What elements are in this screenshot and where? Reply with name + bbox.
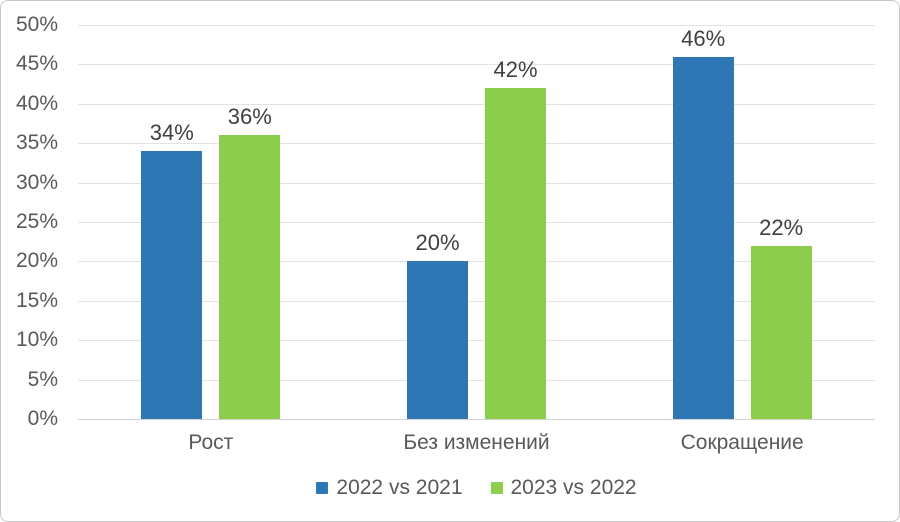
data-label: 34% (149, 120, 194, 146)
bar-2022-vs-2021 (407, 261, 468, 419)
legend-item-2022-vs-2021: 2022 vs 2021 (316, 476, 463, 500)
category-label: Без изменений (403, 431, 550, 454)
gridline (78, 300, 875, 302)
y-axis-tick-label: 30% (15, 170, 58, 194)
legend-swatch-icon (316, 482, 329, 494)
data-label: 22% (759, 214, 804, 240)
gridline (78, 340, 875, 342)
y-axis-tick-label: 0% (27, 407, 58, 430)
bar-2023-vs-2022 (485, 88, 546, 419)
x-axis-line (78, 419, 875, 420)
bar-2023-vs-2022 (750, 245, 812, 419)
bar-2023-vs-2022 (219, 135, 281, 419)
y-axis-tick-label: 20% (15, 249, 58, 273)
legend-item-2023-vs-2022: 2023 vs 2022 (490, 476, 637, 500)
data-label: 46% (681, 25, 726, 51)
y-axis-tick-label: 50% (15, 13, 58, 36)
category-label: Рост (188, 431, 234, 454)
y-axis-tick-label: 10% (15, 328, 58, 352)
y-axis-tick-label: 40% (15, 91, 58, 115)
legend-swatch-icon (490, 482, 503, 494)
y-axis-tick-label: 15% (15, 288, 58, 312)
gridline (78, 25, 875, 26)
bar-2022-vs-2021 (672, 56, 734, 419)
y-axis-tick-label: 5% (27, 367, 58, 391)
data-label: 42% (493, 57, 538, 83)
gridline (78, 222, 875, 223)
gridline (78, 182, 875, 184)
legend-label: 2022 vs 2021 (336, 476, 463, 499)
y-axis-tick-label: 25% (15, 210, 58, 233)
gridline (78, 64, 875, 66)
y-axis-tick-label: 45% (15, 52, 58, 76)
gridline (78, 103, 875, 105)
category-label: Сокращение (680, 431, 804, 454)
gridline (78, 143, 875, 145)
bar-2022-vs-2021 (141, 151, 203, 419)
gridline (78, 379, 875, 381)
data-label: 36% (227, 104, 272, 130)
data-label: 20% (415, 230, 460, 256)
gridline (78, 261, 875, 263)
legend: 2022 vs 2021 2023 vs 2022 (78, 474, 875, 502)
y-axis-tick-label: 35% (15, 131, 58, 155)
legend-label: 2023 vs 2022 (510, 476, 637, 499)
